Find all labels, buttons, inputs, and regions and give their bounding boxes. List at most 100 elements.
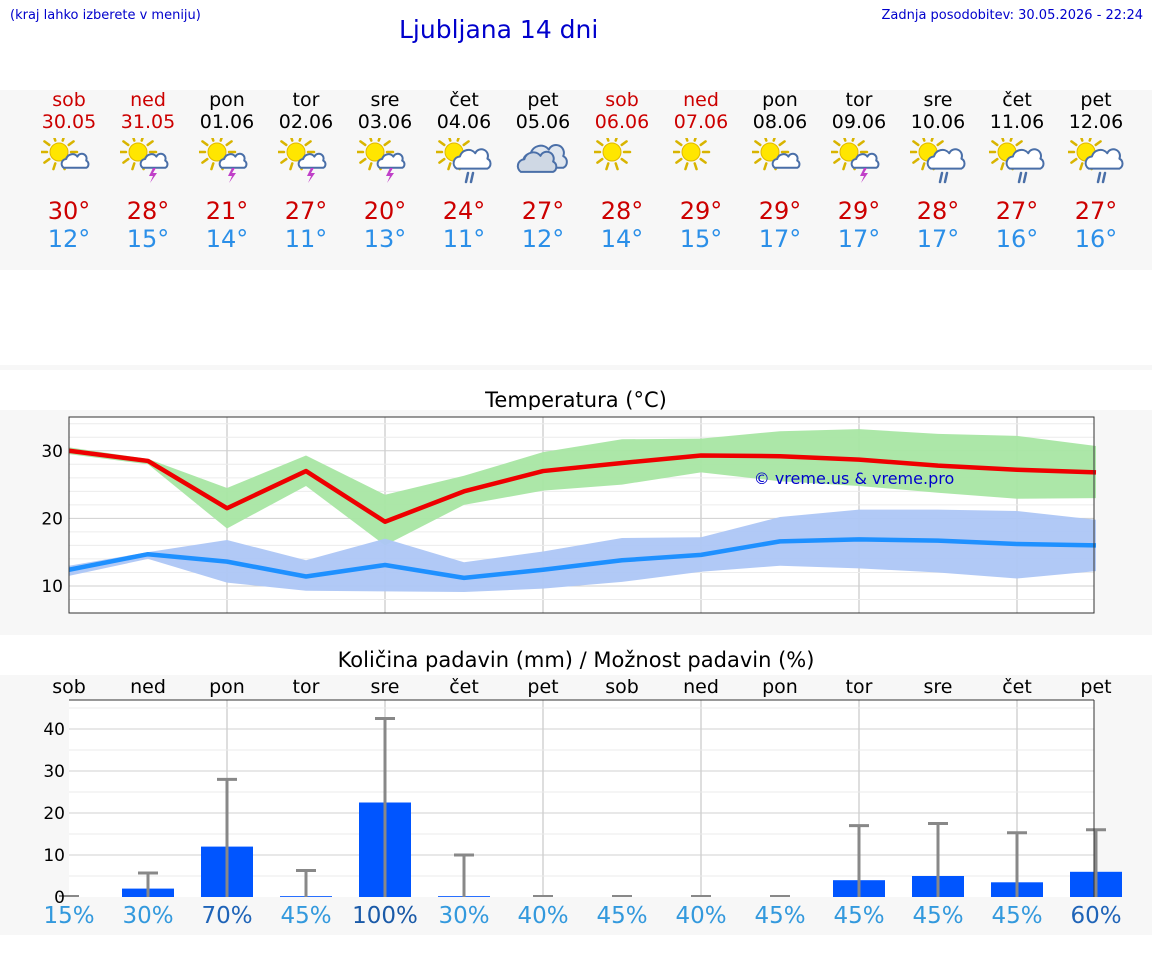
- sun-cloud-icon: [752, 138, 801, 171]
- min-temperature-line: [68, 537, 1097, 581]
- day-column: ned 31.05 28° 15°: [108, 0, 188, 270]
- day-name: ned: [130, 89, 166, 111]
- precip-day-label: ned: [683, 676, 719, 698]
- precip-day-label: pet: [1080, 676, 1112, 698]
- day-name: sob: [605, 89, 639, 111]
- sun-icon: [673, 138, 711, 171]
- temp-min: 16°: [1074, 225, 1118, 253]
- y-tick-label: 10: [41, 577, 63, 597]
- day-column: tor 02.06 27° 11°: [266, 0, 346, 270]
- temp-min: 13°: [363, 225, 407, 253]
- day-name: sre: [370, 89, 400, 111]
- precip-chance: 40%: [675, 903, 727, 929]
- day-column: pon 08.06 29° 17°: [740, 0, 820, 270]
- day-column: tor 09.06 29° 17°: [819, 0, 899, 270]
- temp-min: 17°: [837, 225, 881, 253]
- day-date: 31.05: [120, 111, 176, 133]
- temp-min: 12°: [47, 225, 91, 253]
- precip-day-label: ned: [130, 676, 166, 698]
- temp-min: 17°: [916, 225, 960, 253]
- precip-day-label: čet: [449, 676, 479, 698]
- day-column: ned 07.06 29° 15°: [661, 0, 741, 270]
- temp-max: 28°: [600, 197, 644, 225]
- day-name: pon: [209, 89, 245, 111]
- sun-storm-icon: [120, 138, 169, 183]
- day-name: čet: [449, 89, 479, 111]
- precip-chance: 45%: [596, 903, 648, 929]
- day-name: sob: [52, 89, 86, 111]
- temp-min: 16°: [995, 225, 1039, 253]
- precip-day-label: čet: [1002, 676, 1032, 698]
- temp-min: 15°: [126, 225, 170, 253]
- temperature-title: Temperatura (°C): [485, 388, 667, 412]
- day-date: 30.05: [41, 111, 97, 133]
- precip-chance: 70%: [201, 903, 253, 929]
- temp-max: 24°: [442, 197, 486, 225]
- y-tick-label: 10: [43, 846, 65, 866]
- sun-cloud-icon: [41, 138, 90, 171]
- day-date: 10.06: [910, 111, 966, 133]
- day-name: tor: [845, 89, 873, 111]
- precip-chance: 45%: [912, 903, 964, 929]
- day-column: čet 11.06 27° 16°: [977, 0, 1057, 270]
- temp-max: 30°: [47, 197, 91, 225]
- precipitation-chart: 0 10 20 30 40: [43, 699, 1122, 908]
- precip-chance: 40%: [517, 903, 569, 929]
- temperature-chart: 10 20 30 © vreme.us & vreme.pro: [41, 416, 1097, 614]
- precipitation-chances: 15% 30% 70% 45% 100% 30% 40% 45% 40% 45% 45% 45% 45%…: [0, 903, 1152, 933]
- precipitation-day-labels: sob ned pon tor sre čet pet sob ned pon tor sre čet p…: [0, 675, 1152, 700]
- temp-max: 27°: [995, 197, 1039, 225]
- precip-chance: 60%: [1070, 903, 1122, 929]
- y-tick-label: 40: [43, 720, 65, 740]
- day-column: čet 04.06 24° 11°: [424, 0, 504, 270]
- precip-chance: 30%: [122, 903, 174, 929]
- precip-day-label: sob: [52, 676, 86, 698]
- temp-max: 29°: [758, 197, 802, 225]
- temp-max: 29°: [679, 197, 723, 225]
- location-hint[interactable]: (kraj lahko izberete v meniju): [10, 8, 201, 23]
- day-date: 04.06: [436, 111, 492, 133]
- temp-min: 15°: [679, 225, 723, 253]
- day-date: 07.06: [673, 111, 729, 133]
- forecast-days: sob 30.05 30° 12° ned 31.05 28° 15° pon 01.06 21° 1…: [0, 0, 1152, 270]
- day-date: 08.06: [752, 111, 808, 133]
- last-updated: Zadnja posodobitev: 30.05.2026 - 22:24: [881, 8, 1143, 23]
- day-name: ned: [683, 89, 719, 111]
- day-column: sob 06.06 28° 14°: [582, 0, 662, 270]
- sun-storm-icon: [357, 138, 406, 183]
- day-column: sob 30.05 30° 12°: [29, 0, 109, 270]
- sun-rain-icon: [1068, 138, 1124, 184]
- day-column: pet 05.06 27° 12°: [503, 0, 583, 270]
- temp-max: 27°: [1074, 197, 1118, 225]
- sun-storm-icon: [278, 138, 327, 183]
- day-date: 05.06: [515, 111, 571, 133]
- temp-min: 11°: [284, 225, 328, 253]
- temp-max: 20°: [363, 197, 407, 225]
- temp-max: 29°: [837, 197, 881, 225]
- divider: [0, 365, 1152, 370]
- temp-min: 14°: [205, 225, 249, 253]
- day-name: čet: [1002, 89, 1032, 111]
- day-date: 01.06: [199, 111, 255, 133]
- precip-chance: 45%: [991, 903, 1043, 929]
- temp-max: 28°: [126, 197, 170, 225]
- temp-max: 28°: [916, 197, 960, 225]
- sun-rain-icon: [989, 138, 1045, 184]
- y-tick-label: 0: [54, 888, 65, 908]
- day-name: pet: [527, 89, 559, 111]
- temp-min: 11°: [442, 225, 486, 253]
- temp-max: 27°: [284, 197, 328, 225]
- precip-chance: 15%: [43, 903, 95, 929]
- sun-rain-icon: [910, 138, 966, 184]
- plot-frame: [68, 416, 1095, 614]
- temp-min: 12°: [521, 225, 565, 253]
- day-name: pon: [762, 89, 798, 111]
- precip-day-label: sob: [605, 676, 639, 698]
- precip-day-label: pon: [762, 676, 798, 698]
- temp-min: 14°: [600, 225, 644, 253]
- day-column: pet 12.06 27° 16°: [1056, 0, 1136, 270]
- sun-storm-icon: [831, 138, 880, 183]
- y-tick-label: 30: [41, 442, 63, 462]
- y-tick-label: 20: [41, 509, 63, 529]
- precip-day-label: tor: [845, 676, 873, 698]
